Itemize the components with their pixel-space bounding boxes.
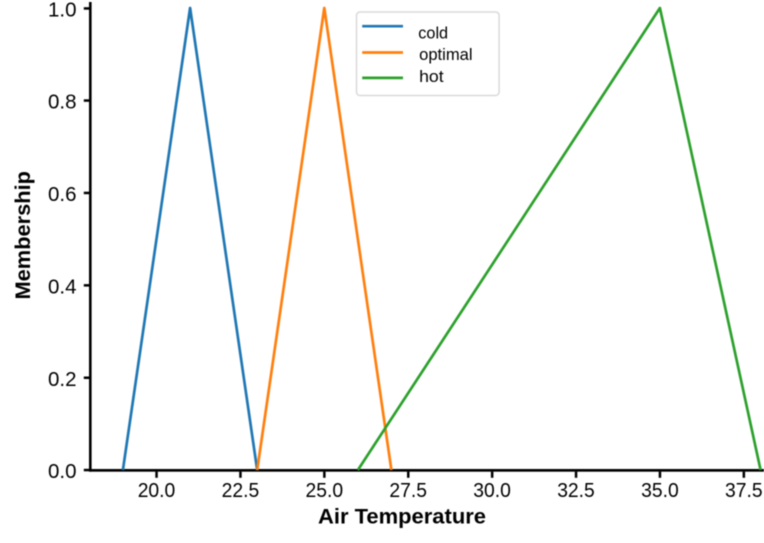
svg-text:27.5: 27.5 <box>389 480 427 502</box>
svg-text:optimal: optimal <box>419 45 473 64</box>
svg-text:Membership: Membership <box>11 171 35 300</box>
svg-text:1.0: 1.0 <box>48 0 77 22</box>
svg-text:cold: cold <box>418 23 448 42</box>
svg-text:0.6: 0.6 <box>48 184 77 206</box>
svg-text:Air Temperature: Air Temperature <box>318 505 486 529</box>
svg-text:22.5: 22.5 <box>222 480 260 502</box>
svg-text:35.0: 35.0 <box>641 480 679 502</box>
svg-text:0.8: 0.8 <box>48 92 77 114</box>
svg-text:25.0: 25.0 <box>306 480 344 502</box>
svg-text:37.5: 37.5 <box>725 480 763 502</box>
svg-text:0.4: 0.4 <box>48 276 77 298</box>
svg-text:32.5: 32.5 <box>557 480 595 502</box>
svg-text:hot: hot <box>419 67 444 86</box>
svg-text:20.0: 20.0 <box>138 480 176 502</box>
svg-text:0.0: 0.0 <box>48 461 77 483</box>
svg-text:0.2: 0.2 <box>48 369 77 391</box>
svg-text:30.0: 30.0 <box>473 480 511 502</box>
